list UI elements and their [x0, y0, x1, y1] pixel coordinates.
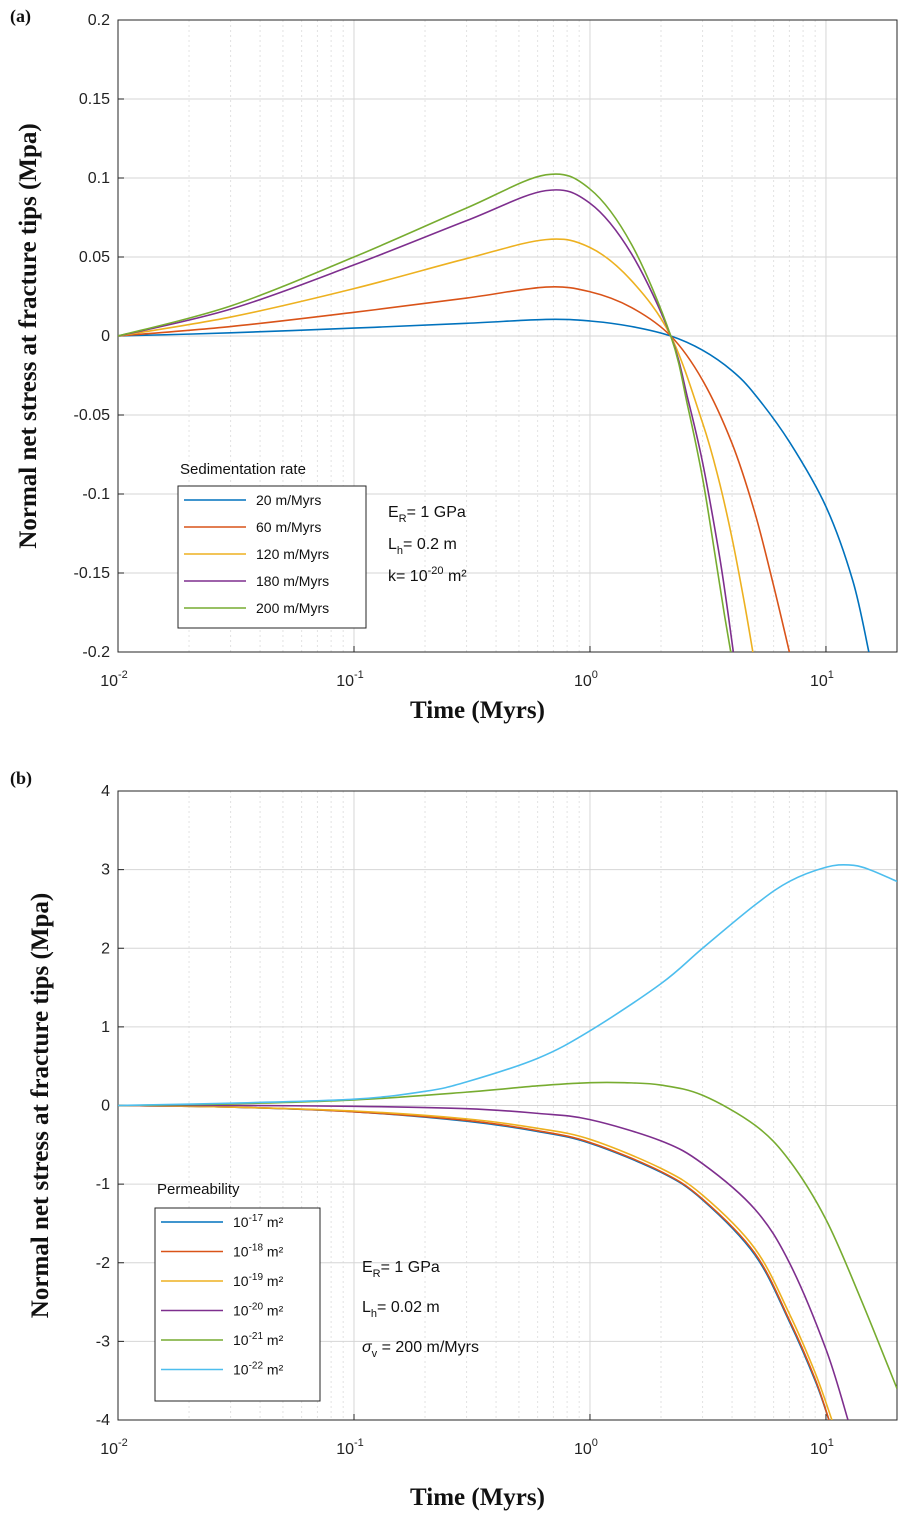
annotation-text: ER= 1 GPa [362, 1259, 440, 1280]
series-line [118, 285, 791, 652]
parameter-annotations: ER= 1 GPa Lh= 0.2 m k= 10-20 m² [388, 504, 467, 585]
chart-panel-a: (a) 0.2 0.15 0.1 0.05 0 -0.05 -0.1 -0.15 -0.2 10-2… [10, 6, 898, 724]
series-line [118, 1104, 833, 1420]
x-tick-label: 101 [810, 669, 834, 690]
series-line [118, 318, 870, 652]
y-tick-label: -0.15 [74, 565, 111, 582]
x-tick-label: 10-1 [336, 669, 364, 690]
x-tick-label: 10-2 [100, 669, 128, 690]
x-axis-label: Time (Myrs) [410, 697, 545, 724]
legend-entry: 10-21 m² [233, 1331, 284, 1348]
y-tick-label: -3 [96, 1333, 110, 1350]
y-tick-label: 4 [101, 783, 110, 800]
x-tick-label: 101 [810, 1437, 834, 1458]
legend-entry: 180 m/Myrs [256, 573, 329, 589]
legend-entry: 10-18 m² [233, 1243, 284, 1260]
legend-entry: 10-19 m² [233, 1272, 284, 1289]
legend-entry: 120 m/Myrs [256, 546, 329, 562]
x-axis-label: Time (Myrs) [410, 1484, 545, 1511]
y-tick-label: 0.05 [79, 249, 110, 266]
legend-entry: 60 m/Myrs [256, 519, 321, 535]
x-tick-label: 10-1 [336, 1437, 364, 1458]
annotation-text: ER= 1 GPa [388, 504, 466, 525]
y-axis-label: Normal net stress at fracture tips (Mpa) [27, 893, 54, 1318]
panel-label: (b) [10, 768, 32, 789]
y-tick-label: -0.1 [82, 486, 110, 503]
legend: Sedimentation rate 20 m/Myrs 60 m/Myrs 120 … [177, 461, 367, 629]
legend-title: Sedimentation rate [180, 461, 306, 478]
series-line [118, 1104, 849, 1420]
legend-entry: 10-22 m² [233, 1361, 284, 1378]
annotation-text: Lh= 0.02 m [362, 1299, 440, 1320]
series-line [118, 863, 897, 1107]
legend-entry: 200 m/Myrs [256, 600, 329, 616]
y-tick-label: 3 [101, 862, 110, 879]
y-tick-label: -0.05 [74, 407, 111, 424]
panel-label: (a) [10, 6, 31, 27]
y-tick-label: 0 [101, 1098, 110, 1115]
legend-title: Permeability [157, 1181, 240, 1198]
y-tick-label: 1 [101, 1019, 110, 1036]
y-tick-label: 0.1 [88, 170, 110, 187]
x-tick-label: 100 [574, 1437, 598, 1458]
y-tick-label: 0 [101, 328, 110, 345]
series-lines [118, 173, 870, 652]
y-tick-label: -1 [96, 1176, 110, 1193]
x-tick-label: 10-2 [100, 1437, 128, 1458]
annotation-text: k= 10-20 m² [388, 565, 467, 585]
y-tick-label: 2 [101, 940, 110, 957]
y-axis-label: Normal net stress at fracture tips (Mpa) [15, 123, 42, 548]
parameter-annotations: ER= 1 GPa Lh= 0.02 m σv = 200 m/Myrs [362, 1259, 479, 1360]
annotation-text: Lh= 0.2 m [388, 536, 457, 557]
annotation-text: σv = 200 m/Myrs [362, 1339, 479, 1360]
y-tick-label: 0.2 [88, 12, 110, 29]
legend-entry: 20 m/Myrs [256, 492, 321, 508]
y-tick-label: 0.15 [79, 91, 110, 108]
y-tick-label: -0.2 [82, 644, 110, 661]
series-line [118, 189, 735, 652]
series-line [118, 173, 732, 652]
series-line [118, 238, 754, 652]
y-tick-label: -2 [96, 1255, 110, 1272]
x-tick-label: 100 [574, 669, 598, 690]
legend: Permeability 10-17 m² 10-18 m² 10-19 m² 10-2… [154, 1181, 321, 1402]
legend-box [177, 485, 367, 629]
legend-entry: 10-20 m² [233, 1302, 284, 1319]
legend-entry: 10-17 m² [233, 1213, 284, 1230]
y-tick-label: -4 [96, 1412, 110, 1429]
series-lines [118, 863, 897, 1420]
